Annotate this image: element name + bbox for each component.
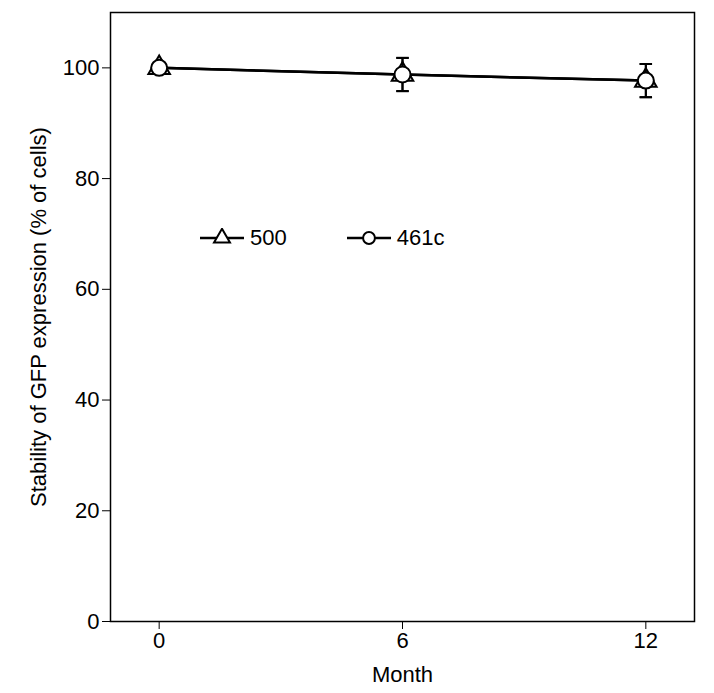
svg-text:80: 80	[75, 166, 99, 191]
svg-text:0: 0	[87, 609, 99, 634]
svg-text:0: 0	[153, 628, 165, 653]
svg-text:60: 60	[75, 276, 99, 301]
svg-text:20: 20	[75, 498, 99, 523]
svg-text:6: 6	[396, 628, 408, 653]
svg-text:12: 12	[634, 628, 658, 653]
svg-text:Stability of GFP expression (%: Stability of GFP expression (% of cells)	[26, 127, 51, 507]
svg-text:40: 40	[75, 387, 99, 412]
svg-text:100: 100	[63, 55, 100, 80]
html-text:500: 500	[250, 225, 287, 250]
html-text:461c: 461c	[396, 225, 445, 250]
svg-text:Month: Month	[372, 662, 433, 687]
